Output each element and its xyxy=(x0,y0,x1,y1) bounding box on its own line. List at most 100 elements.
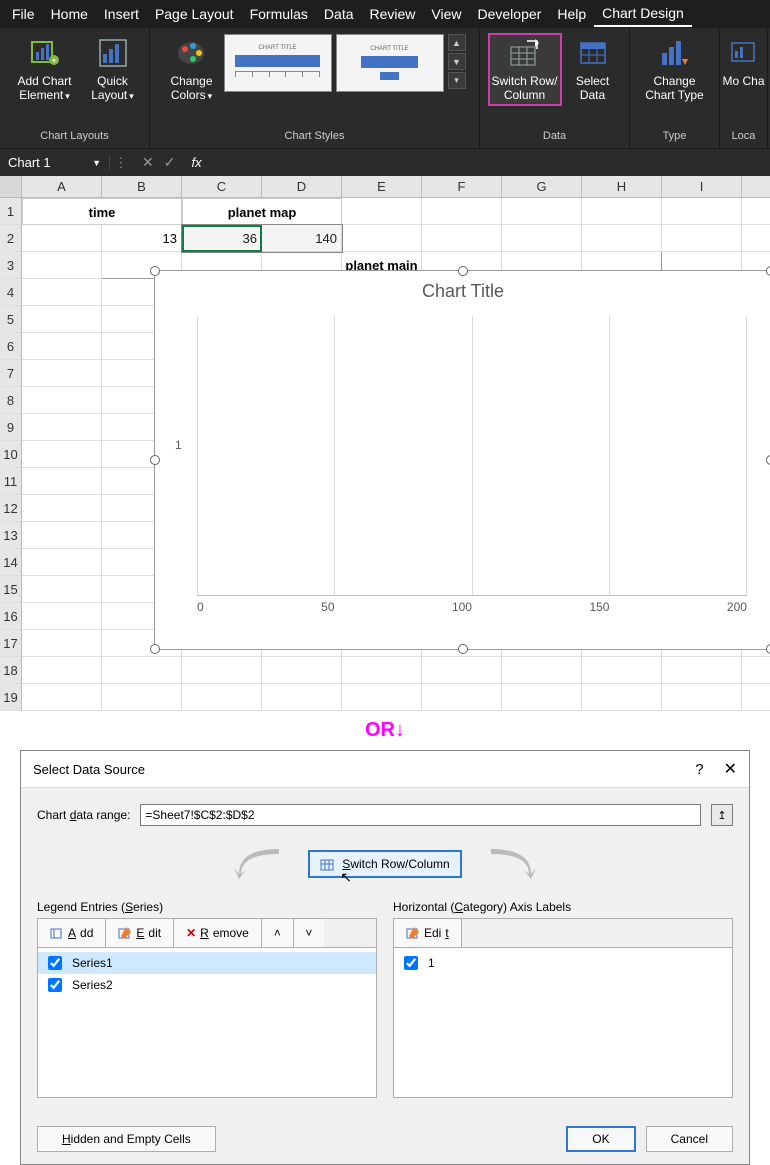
cell-b2[interactable]: 13 xyxy=(102,225,182,251)
resize-handle[interactable] xyxy=(458,644,468,654)
scroll-more-icon[interactable]: ▾ xyxy=(448,72,466,89)
tab-chart-design[interactable]: Chart Design xyxy=(594,1,692,27)
tab-data[interactable]: Data xyxy=(316,2,362,26)
chart-title[interactable]: Chart Title xyxy=(155,271,770,316)
chart-style-1[interactable]: CHART TITLE xyxy=(224,34,332,92)
series-edit-button[interactable]: Edit xyxy=(106,919,174,947)
formula-options-icon[interactable]: ⋮ xyxy=(110,155,132,171)
chart-style-2[interactable]: CHART TITLE xyxy=(336,34,444,92)
tab-file[interactable]: File xyxy=(4,2,43,26)
tab-help[interactable]: Help xyxy=(549,2,594,26)
range-selector-button[interactable]: ↥ xyxy=(711,804,733,826)
series-move-down-button[interactable]: ˅ xyxy=(294,919,324,947)
row-header[interactable]: 9 xyxy=(0,414,22,441)
chart-data-range-input[interactable] xyxy=(140,804,701,826)
series-checkbox[interactable] xyxy=(48,956,62,970)
name-box[interactable]: Chart 1 ▼ xyxy=(0,155,110,170)
col-header-c[interactable]: C xyxy=(182,176,262,197)
chart-style-scroll[interactable]: ▲ ▼ ▾ xyxy=(448,34,466,89)
category-item[interactable]: 1 xyxy=(394,952,732,974)
row-header[interactable]: 15 xyxy=(0,576,22,603)
row-header[interactable]: 3 xyxy=(0,252,22,279)
change-colors-button[interactable]: Change Colors xyxy=(164,34,220,105)
dialog-switch-row-column-button[interactable]: Switch Row/Column ↖ xyxy=(308,850,461,878)
cell-a1b1-merged[interactable]: time xyxy=(22,198,182,225)
category-listbox[interactable]: 1 xyxy=(393,948,733,1098)
resize-handle[interactable] xyxy=(766,644,770,654)
enter-formula-icon[interactable]: ✓ xyxy=(164,154,176,171)
resize-handle[interactable] xyxy=(766,455,770,465)
formula-input[interactable] xyxy=(208,152,770,174)
hidden-empty-cells-button[interactable]: Hidden and Empty Cells xyxy=(37,1126,216,1152)
cell-grid[interactable]: time planet map 1336140 planet main xyxy=(22,198,770,711)
series-remove-button[interactable]: ✕ Remove xyxy=(174,919,262,947)
quick-layout-button[interactable]: Quick Layout xyxy=(85,34,141,105)
resize-handle[interactable] xyxy=(150,644,160,654)
scroll-up-icon[interactable]: ▲ xyxy=(448,34,466,51)
row-header[interactable]: 5 xyxy=(0,306,22,333)
row-header[interactable]: 10 xyxy=(0,441,22,468)
col-header-f[interactable]: F xyxy=(422,176,502,197)
resize-handle[interactable] xyxy=(766,266,770,276)
cell-c2[interactable]: 36 xyxy=(182,225,262,251)
cell-c1d1-merged[interactable]: planet map xyxy=(182,198,342,225)
row-header[interactable]: 18 xyxy=(0,657,22,684)
row-header[interactable]: 19 xyxy=(0,684,22,711)
row-header[interactable]: 12 xyxy=(0,495,22,522)
name-box-dropdown-icon[interactable]: ▼ xyxy=(92,158,101,168)
row-header[interactable]: 17 xyxy=(0,630,22,657)
move-chart-button[interactable]: Mo Cha xyxy=(720,34,768,90)
cell-d2[interactable]: 140 xyxy=(262,225,342,251)
dialog-help-button[interactable]: ? xyxy=(695,761,703,778)
add-chart-element-button[interactable]: + Add Chart Element xyxy=(9,34,81,105)
tab-page-layout[interactable]: Page Layout xyxy=(147,2,242,26)
col-header-b[interactable]: B xyxy=(102,176,182,197)
row-header[interactable]: 16 xyxy=(0,603,22,630)
category-checkbox[interactable] xyxy=(404,956,418,970)
select-data-button[interactable]: Select Data xyxy=(565,34,621,105)
dialog-close-button[interactable]: ✕ xyxy=(724,759,737,779)
series-item[interactable]: Series2 xyxy=(38,974,376,996)
resize-handle[interactable] xyxy=(458,266,468,276)
row-header[interactable]: 6 xyxy=(0,333,22,360)
select-all-corner[interactable] xyxy=(0,176,22,197)
cancel-button[interactable]: Cancel xyxy=(646,1126,733,1152)
scroll-down-icon[interactable]: ▼ xyxy=(448,53,466,70)
cancel-formula-icon[interactable]: ✕ xyxy=(142,154,154,171)
fx-label[interactable]: fx xyxy=(185,155,207,170)
embedded-chart[interactable]: Chart Title 1 0 50 100 150 200 xyxy=(154,270,770,650)
tab-formulas[interactable]: Formulas xyxy=(242,2,316,26)
tab-developer[interactable]: Developer xyxy=(470,2,550,26)
row-header[interactable]: 4 xyxy=(0,279,22,306)
tab-view[interactable]: View xyxy=(423,2,469,26)
row-header[interactable]: 8 xyxy=(0,387,22,414)
series-item[interactable]: Series1 xyxy=(38,952,376,974)
col-header-i[interactable]: I xyxy=(662,176,742,197)
row-header[interactable]: 13 xyxy=(0,522,22,549)
row-header[interactable]: 11 xyxy=(0,468,22,495)
series-checkbox[interactable] xyxy=(48,978,62,992)
chart-plot-area[interactable]: 1 xyxy=(197,316,747,596)
switch-row-column-icon xyxy=(508,36,542,70)
resize-handle[interactable] xyxy=(150,455,160,465)
row-header[interactable]: 14 xyxy=(0,549,22,576)
resize-handle[interactable] xyxy=(150,266,160,276)
series-move-up-button[interactable]: ˄ xyxy=(262,919,294,947)
col-header-h[interactable]: H xyxy=(582,176,662,197)
col-header-d[interactable]: D xyxy=(262,176,342,197)
series-listbox[interactable]: Series1 Series2 xyxy=(37,948,377,1098)
ok-button[interactable]: OK xyxy=(566,1126,635,1152)
col-header-a[interactable]: A xyxy=(22,176,102,197)
switch-row-column-button[interactable]: Switch Row/ Column xyxy=(489,34,561,105)
tab-insert[interactable]: Insert xyxy=(96,2,147,26)
row-header[interactable]: 7 xyxy=(0,360,22,387)
category-edit-button[interactable]: Edit xyxy=(394,919,462,947)
row-header[interactable]: 1 xyxy=(0,198,22,225)
row-header[interactable]: 2 xyxy=(0,225,22,252)
series-add-button[interactable]: Add xyxy=(38,919,106,947)
tab-home[interactable]: Home xyxy=(43,2,96,26)
col-header-g[interactable]: G xyxy=(502,176,582,197)
col-header-e[interactable]: E xyxy=(342,176,422,197)
tab-review[interactable]: Review xyxy=(362,2,424,26)
change-chart-type-button[interactable]: Change Chart Type xyxy=(639,34,711,105)
